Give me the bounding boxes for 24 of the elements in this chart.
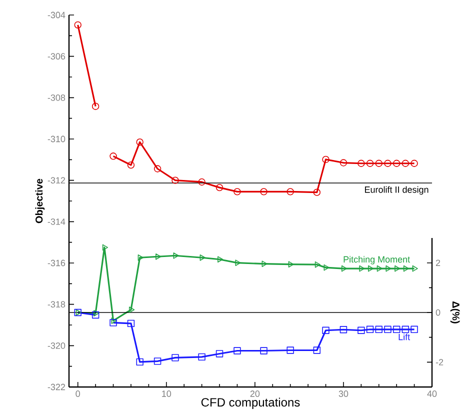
x-tick-label: 0 xyxy=(76,390,80,397)
y-tick-label: -310 xyxy=(48,136,66,142)
x-tick-label: 40 xyxy=(427,390,437,397)
y-tick-label: -322 xyxy=(48,384,66,390)
y-tick-label: -320 xyxy=(48,342,66,349)
ref-line-label: Eurolift II design xyxy=(365,186,428,195)
y2-tick-label: -2 xyxy=(436,359,444,366)
x-tick-label: 30 xyxy=(338,390,348,397)
series-label: Lift xyxy=(398,334,410,340)
y-axis-title: Objective xyxy=(35,178,45,224)
y-tick-label: -316 xyxy=(48,260,66,266)
y-tick-label: -304 xyxy=(48,12,66,18)
y-tick-label: -314 xyxy=(48,218,66,225)
x-tick-label: 20 xyxy=(250,390,260,397)
y-tick-label: -308 xyxy=(48,94,66,101)
y-tick-label: -306 xyxy=(48,53,66,60)
y2-axis-title: Δ(%) xyxy=(450,302,460,324)
x-tick-label: 10 xyxy=(162,390,172,397)
y-tick-label: -318 xyxy=(48,301,66,308)
y2-tick-label: 0 xyxy=(436,309,440,316)
y-tick-label: -312 xyxy=(48,177,66,184)
y2-tick-label: 2 xyxy=(436,260,440,266)
series-label: Pitching Moment xyxy=(344,256,410,264)
x-axis-title: CFD computations xyxy=(201,398,300,409)
